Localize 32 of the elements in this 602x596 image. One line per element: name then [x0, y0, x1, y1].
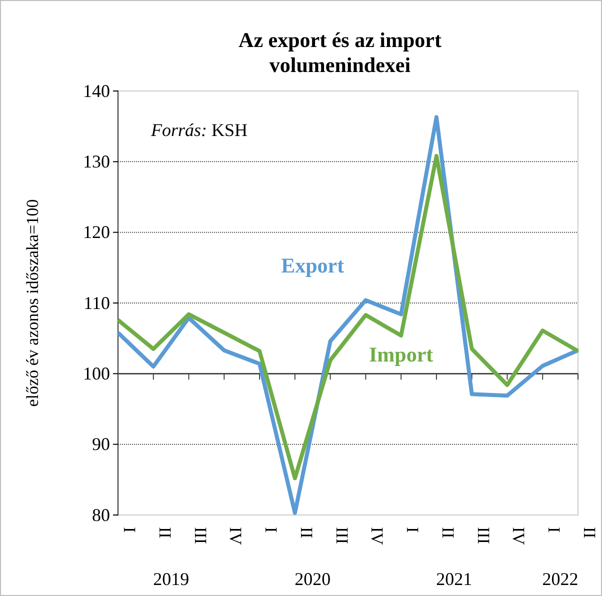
x-tick-label: III	[332, 527, 352, 544]
x-tick-label: II	[438, 527, 458, 539]
x-tick-label: II	[155, 527, 174, 539]
series-label: Export	[281, 254, 344, 278]
x-tick-label: I	[544, 527, 564, 533]
annotation: Forrás: KSH	[150, 120, 248, 140]
y-tick-label: 80	[92, 504, 110, 525]
x-tick-label: II	[296, 527, 316, 539]
text: 2022	[542, 569, 578, 589]
chart-title: Az export és az import volumenindexei	[238, 28, 442, 77]
y-tick-label: 120	[83, 222, 110, 242]
series-label: Import	[368, 342, 434, 367]
line-series	[116, 154, 580, 480]
x-tick-label: I	[403, 527, 422, 533]
text: 2021	[436, 569, 472, 589]
x-tick-label: III	[190, 527, 210, 544]
text: 2019	[153, 569, 190, 589]
text: 2020	[294, 569, 331, 589]
y-tick-label: 90	[92, 434, 110, 454]
y-tick-label: 130	[83, 151, 110, 172]
x-tick-label: III	[474, 527, 493, 544]
y-tick-label: 100	[83, 363, 110, 384]
x-tick-label: II	[580, 527, 599, 539]
y-tick-label: 140	[83, 80, 110, 101]
line-series	[116, 115, 580, 515]
y-tick-label: 110	[84, 292, 110, 313]
x-tick-label: IV	[509, 527, 528, 546]
x-tick-label: I	[262, 527, 281, 533]
x-tick-label: I	[120, 527, 139, 533]
x-tick-label: IV	[226, 527, 246, 546]
y-axis-title: előző év azonos időszaka=100	[23, 199, 42, 407]
x-tick-label: IV	[368, 527, 387, 546]
